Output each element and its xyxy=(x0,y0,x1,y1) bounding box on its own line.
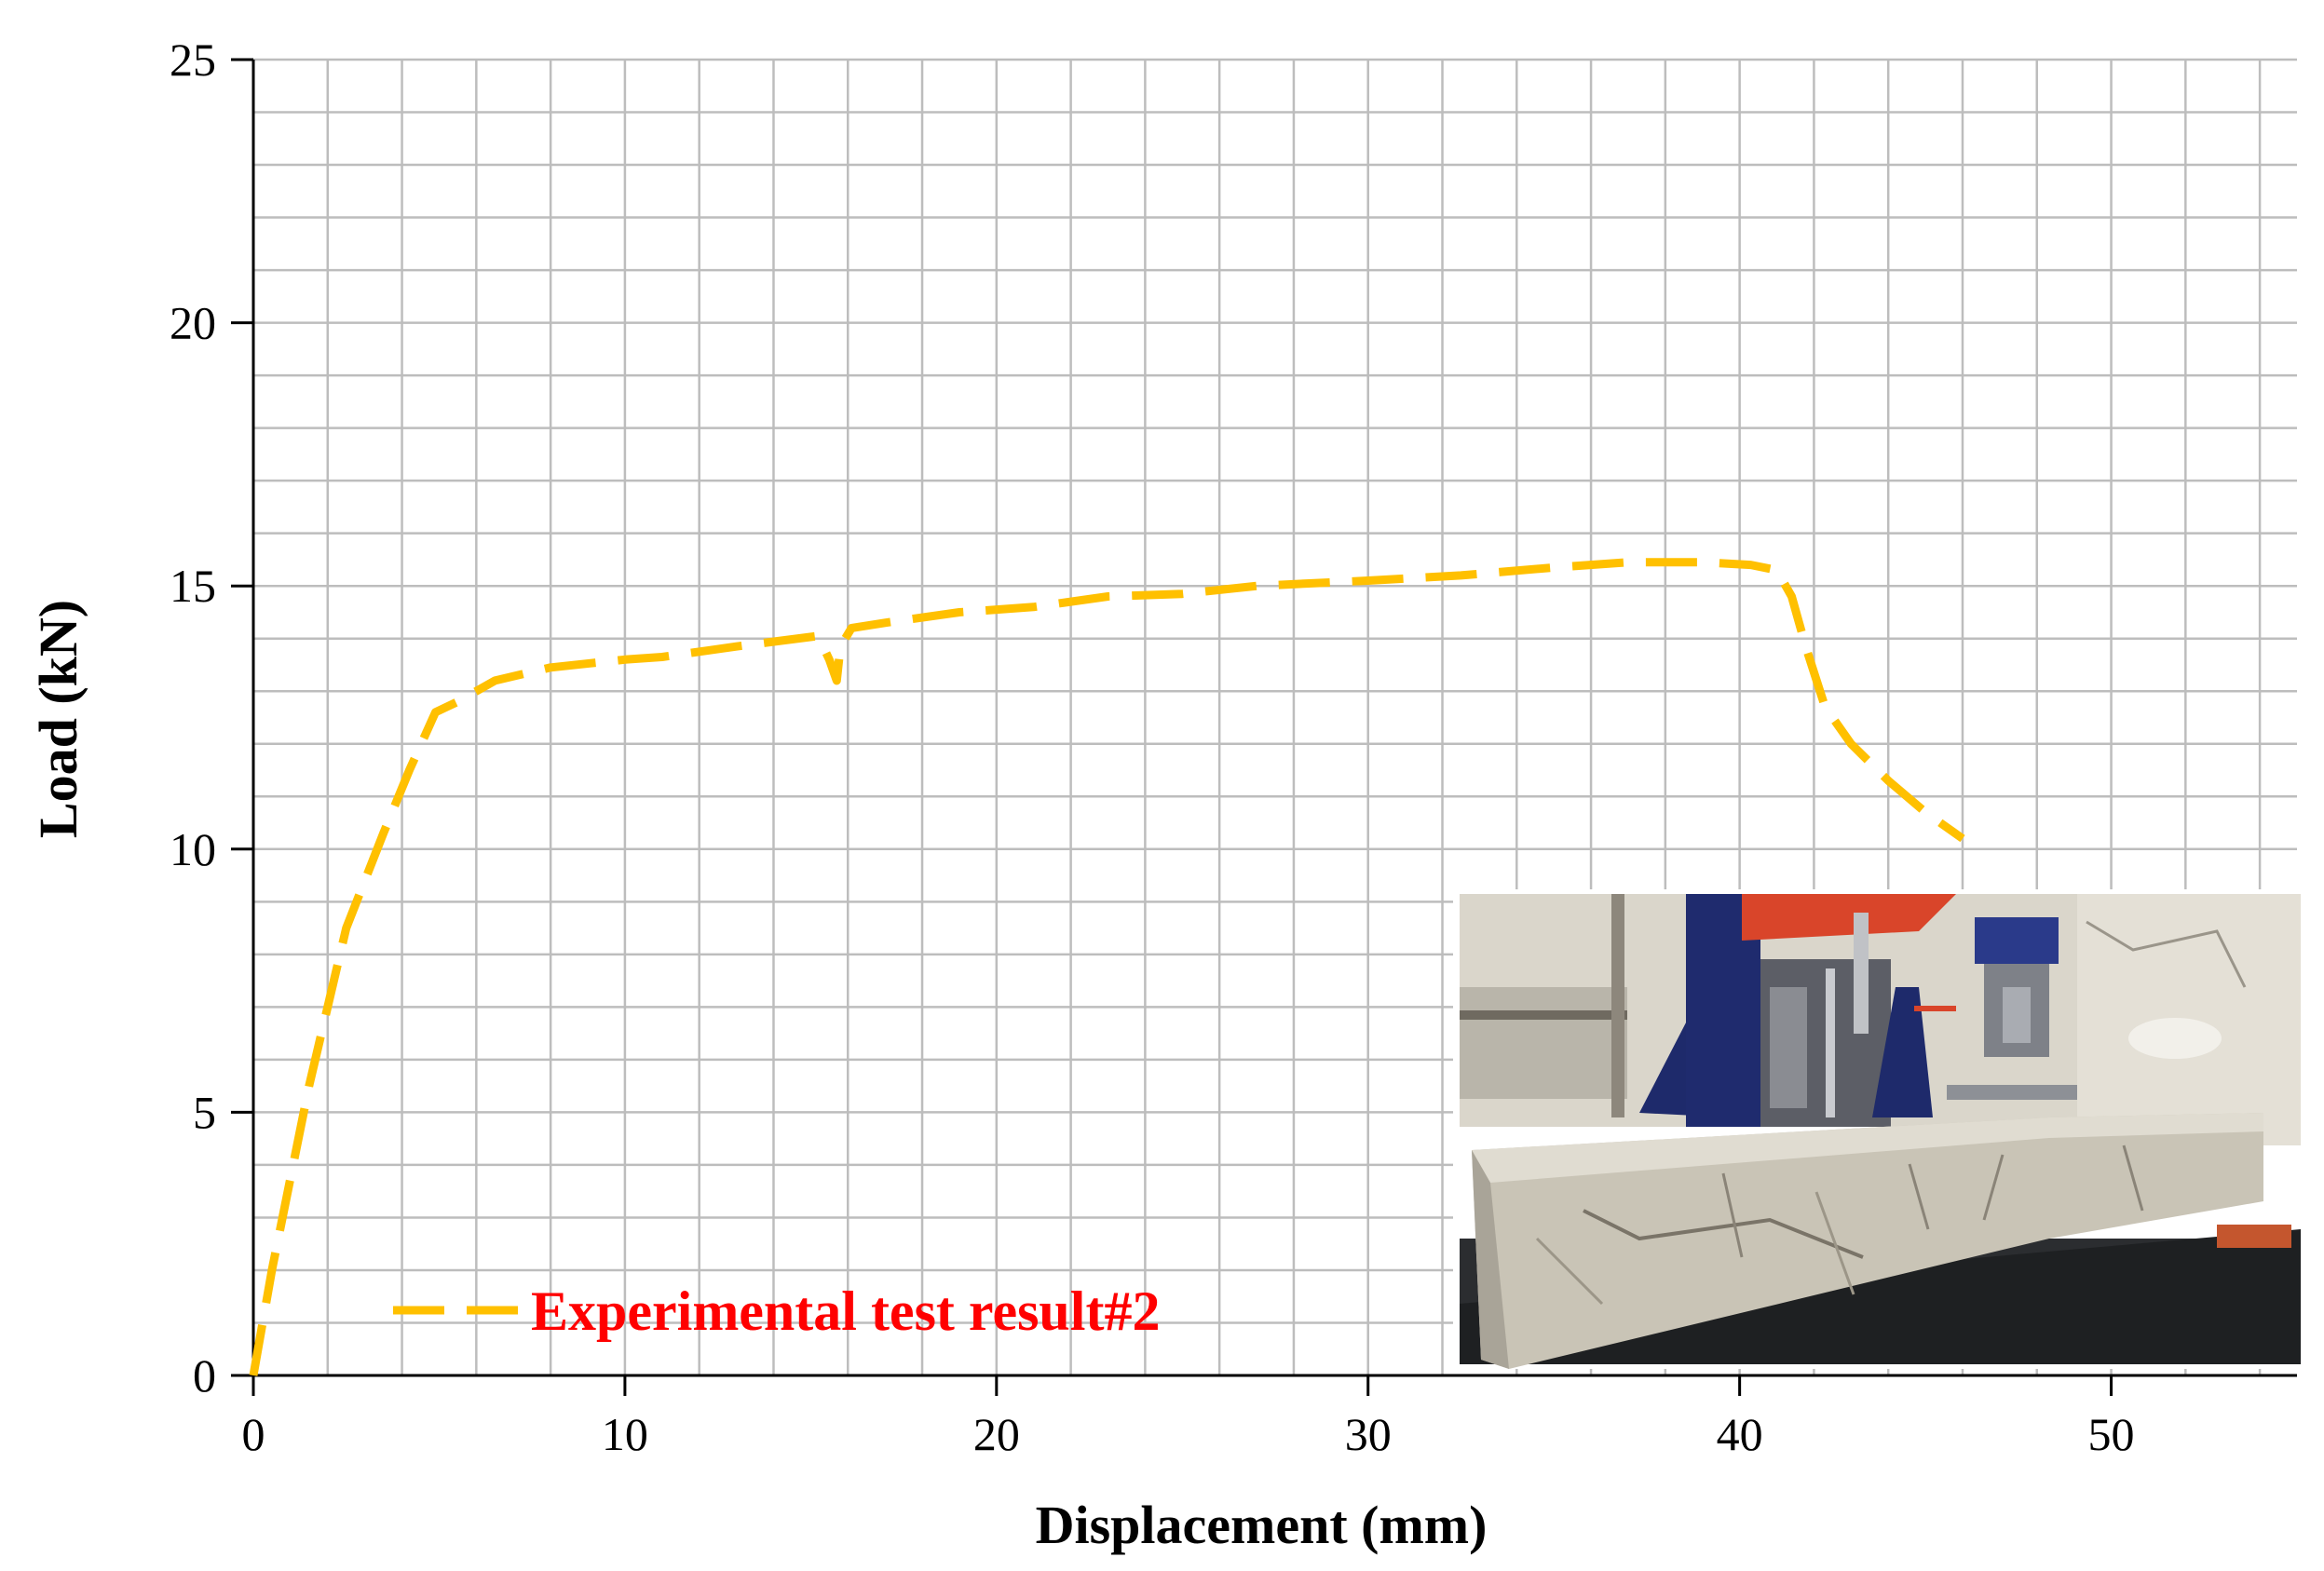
series-line-0 xyxy=(249,558,1965,1376)
x-axis-title: Displacement (mm) xyxy=(1036,1495,1488,1555)
legend-label: Experimental test result#2 xyxy=(531,1280,1160,1342)
x-tick-label: 20 xyxy=(973,1408,1020,1460)
y-tick-label: 5 xyxy=(193,1086,216,1138)
beam-test-photo xyxy=(1453,889,2301,1369)
x-tick-label: 40 xyxy=(1717,1408,1763,1460)
x-tick-label: 50 xyxy=(2088,1408,2135,1460)
axes: 0 5 10 15 20 25 0 10 20 30 40 50 xyxy=(170,34,2297,1460)
x-tick-label: 0 xyxy=(242,1408,265,1460)
x-tick-label: 30 xyxy=(1345,1408,1392,1460)
series-layer xyxy=(249,558,1965,1376)
y-tick-label: 25 xyxy=(170,34,216,86)
x-tick-label: 10 xyxy=(602,1408,648,1460)
y-tick-label: 15 xyxy=(170,560,216,612)
legend: Experimental test result#2 xyxy=(393,1280,1160,1342)
y-axis-title: Load (kN) xyxy=(28,600,88,838)
y-tick-label: 10 xyxy=(170,823,216,875)
y-tick-label: 20 xyxy=(170,297,216,349)
y-tick-label: 0 xyxy=(193,1349,216,1402)
